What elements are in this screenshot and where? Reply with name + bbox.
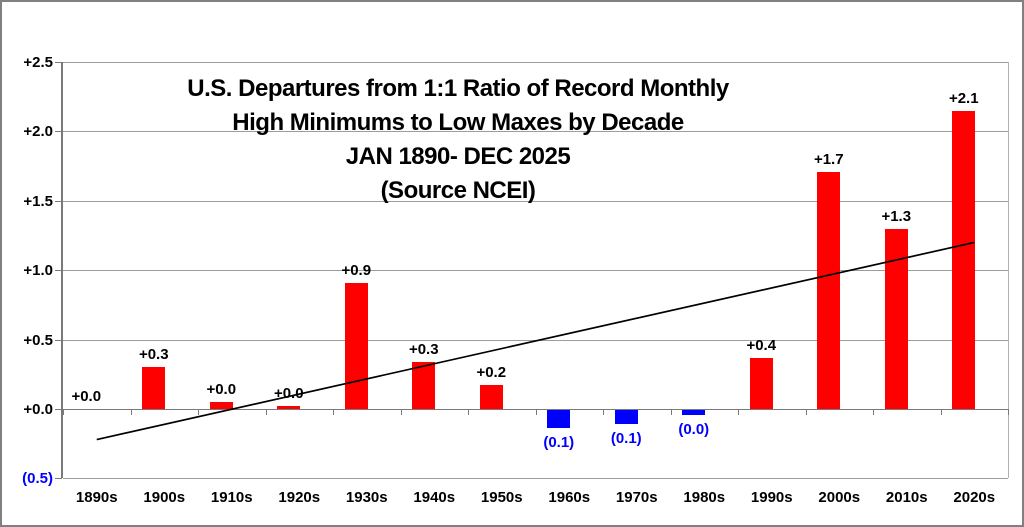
x-axis-tick	[670, 409, 672, 415]
bar-1920s	[277, 406, 301, 409]
trendline	[96, 241, 975, 441]
x-axis-label-2010s: 2010s	[885, 489, 928, 506]
y-axis-tick	[55, 409, 62, 410]
y-axis-label: +0.0	[23, 401, 53, 418]
bar-2010s	[884, 228, 908, 409]
bar-label-1960s: (0.1)	[543, 434, 575, 452]
bar-1930s	[344, 282, 368, 409]
x-axis-tick	[468, 409, 469, 415]
x-axis-label-1940s: 1940s	[413, 489, 456, 506]
x-axis-label-1970s: 1970s	[615, 489, 658, 506]
gridline	[63, 478, 1008, 480]
bar-1900s	[142, 367, 166, 409]
plot-right-border	[1008, 62, 1009, 479]
x-axis-tick	[63, 409, 64, 415]
y-axis-label: +0.5	[23, 331, 53, 349]
y-axis-label: +2.0	[23, 123, 53, 141]
gridline	[63, 339, 1008, 341]
x-axis-tick	[265, 409, 267, 415]
y-axis-tick	[55, 200, 62, 202]
bar-1980s	[682, 409, 706, 415]
x-axis-tick	[873, 409, 874, 415]
bar-1960s	[547, 409, 571, 429]
x-axis-tick	[1008, 409, 1009, 415]
x-axis-tick	[738, 409, 739, 415]
value-axis-line	[61, 62, 63, 479]
x-axis-label-1900s: 1900s	[143, 489, 186, 506]
bar-label-1970s: (0.1)	[610, 430, 642, 448]
x-axis-label-1960s: 1960s	[548, 489, 591, 506]
bar-label-2020s: +2.1	[948, 89, 979, 107]
bar-1970s	[614, 409, 638, 425]
bar-label-1890s: +0.0	[71, 388, 102, 405]
chart-title-line-4: (Source NCEI)	[380, 177, 536, 204]
y-axis-label: (0.5)	[22, 470, 53, 488]
x-axis-tick	[535, 409, 537, 415]
y-axis-label: +1.0	[23, 262, 53, 280]
x-axis-label-2000s: 2000s	[818, 489, 861, 506]
chart-title: U.S. Departures from 1:1 Ratio of Record…	[187, 72, 729, 208]
x-axis-tick	[603, 409, 604, 415]
bar-2000s	[817, 171, 841, 409]
chart-title-line-2: High Minimums to Low Maxes by Decade	[232, 109, 684, 136]
x-axis-label-1930s: 1930s	[345, 489, 388, 506]
x-axis-label-1920s: 1920s	[278, 489, 321, 506]
x-axis-label-1980s: 1980s	[683, 489, 726, 506]
y-axis-tick	[55, 62, 62, 63]
gridline	[63, 270, 1008, 272]
chart-title-line-1: U.S. Departures from 1:1 Ratio of Record…	[187, 75, 729, 102]
bar-label-2010s: +1.3	[881, 207, 912, 225]
y-axis-tick	[55, 478, 62, 480]
x-axis-label-1990s: 1990s	[750, 489, 793, 506]
x-axis-tick	[130, 409, 132, 415]
bar-label-1980s: (0.0)	[678, 420, 710, 438]
bar-1940s	[412, 361, 436, 409]
y-axis-tick	[55, 131, 62, 133]
bar-label-1940s: +0.3	[408, 340, 439, 358]
x-axis-label-1950s: 1950s	[480, 489, 523, 506]
x-axis-label-1910s: 1910s	[210, 489, 253, 506]
bar-label-1920s: +0.0	[273, 385, 304, 403]
x-axis-tick	[940, 409, 942, 415]
bar-1910s	[209, 402, 233, 409]
gridline	[63, 131, 1008, 133]
gridline	[63, 200, 1008, 202]
x-axis-tick	[333, 409, 334, 415]
bar-label-1990s: +0.4	[746, 336, 777, 354]
x-axis-label-2020s: 2020s	[953, 489, 996, 506]
bar-label-2000s: +1.7	[813, 150, 844, 168]
chart-title-line-3: JAN 1890- DEC 2025	[345, 143, 571, 170]
x-axis-label-1890s: 1890s	[75, 489, 118, 506]
bar-label-1910s: +0.0	[206, 381, 237, 399]
y-axis-tick	[55, 270, 62, 272]
y-axis-label: +1.5	[23, 192, 53, 210]
y-axis-label: +2.5	[23, 54, 53, 71]
x-axis-tick	[400, 409, 402, 415]
bar-1990s	[749, 357, 773, 409]
x-axis-tick	[198, 409, 199, 415]
x-axis-tick	[805, 409, 807, 415]
bar-2020s	[952, 110, 976, 409]
bar-label-1930s: +0.9	[341, 261, 372, 279]
gridline	[63, 62, 1008, 63]
bar-label-1900s: +0.3	[138, 346, 169, 364]
bar-1950s	[479, 385, 503, 409]
y-axis-tick	[55, 339, 62, 341]
bar-label-1950s: +0.2	[476, 364, 507, 382]
